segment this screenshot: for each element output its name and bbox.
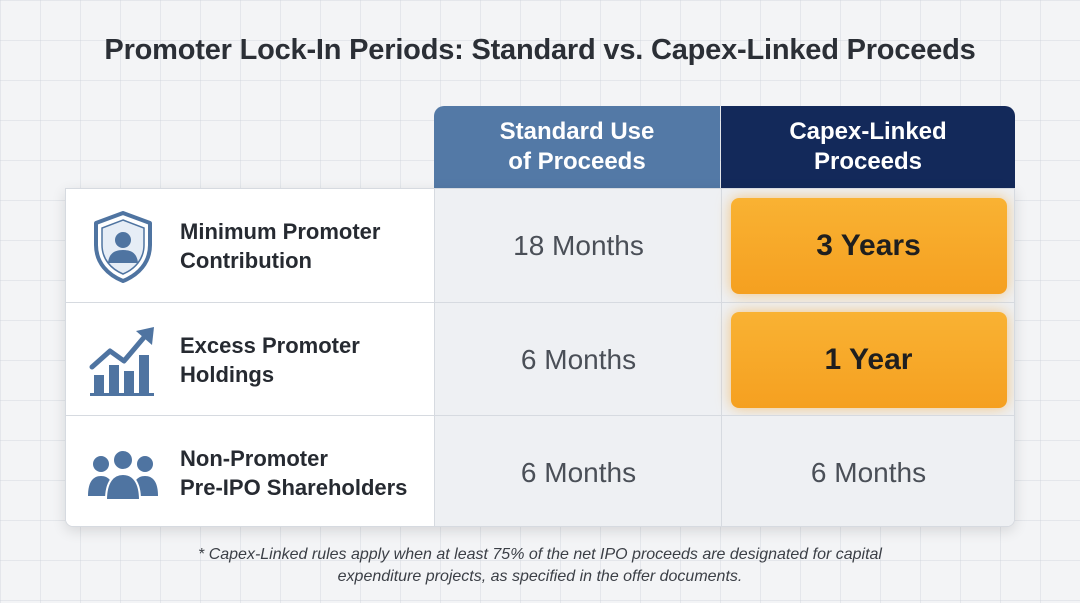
table-row-non-promoter: Non-Promoter Pre-IPO Shareholders 6 Mont… (66, 415, 1014, 526)
column-header-capex-line1: Capex-Linked (789, 118, 947, 145)
row-label-cell: Excess Promoter Holdings (66, 303, 434, 416)
footnote-line2: expenditure projects, as specified in th… (337, 568, 743, 585)
footnote-line1: * Capex-Linked rules apply when at least… (198, 546, 882, 563)
row-label: Excess Promoter Holdings (180, 331, 360, 389)
capex-value: 6 Months (721, 416, 1014, 526)
column-header-standard: Standard Use of Proceeds (434, 106, 720, 188)
row-label: Minimum Promoter Contribution (180, 217, 380, 275)
row-label-line1: Excess Promoter (180, 332, 360, 358)
table-row-excess-promoter: Excess Promoter Holdings 6 Months 1 Year (66, 302, 1014, 416)
column-header-standard-line1: Standard Use (499, 118, 655, 145)
comparison-table: Minimum Promoter Contribution 18 Months … (65, 188, 1015, 527)
row-label-line1: Non-Promoter (180, 445, 328, 471)
row-label: Non-Promoter Pre-IPO Shareholders (180, 444, 407, 502)
page-title: Promoter Lock-In Periods: Standard vs. C… (104, 34, 976, 66)
capex-value-highlight: 3 Years (730, 197, 1007, 294)
group-icon (88, 448, 158, 501)
capex-value-cell: 3 Years (721, 189, 1014, 302)
footnote: * Capex-Linked rules apply when at least… (0, 544, 1080, 588)
shield-user-icon (94, 210, 152, 283)
table-row-minimum-promoter: Minimum Promoter Contribution 18 Months … (66, 189, 1014, 302)
capex-value-highlight: 1 Year (730, 311, 1007, 408)
row-label-cell: Minimum Promoter Contribution (66, 189, 434, 302)
column-header-capex: Capex-Linked Proceeds (721, 106, 1015, 188)
row-label-line2: Pre-IPO Shareholders (180, 474, 408, 500)
row-label-line2: Holdings (180, 361, 275, 387)
standard-value: 6 Months (434, 416, 722, 526)
standard-value: 6 Months (434, 303, 722, 416)
capex-value-cell: 1 Year (721, 303, 1014, 416)
column-header-capex-line2: Proceeds (813, 148, 923, 175)
growth-chart-icon (89, 326, 154, 396)
row-label-line1: Minimum Promoter (180, 218, 381, 244)
column-header-standard-line2: of Proceeds (508, 148, 646, 175)
row-label-line2: Contribution (180, 247, 312, 273)
standard-value: 18 Months (434, 189, 722, 302)
row-label-cell: Non-Promoter Pre-IPO Shareholders (66, 416, 434, 526)
